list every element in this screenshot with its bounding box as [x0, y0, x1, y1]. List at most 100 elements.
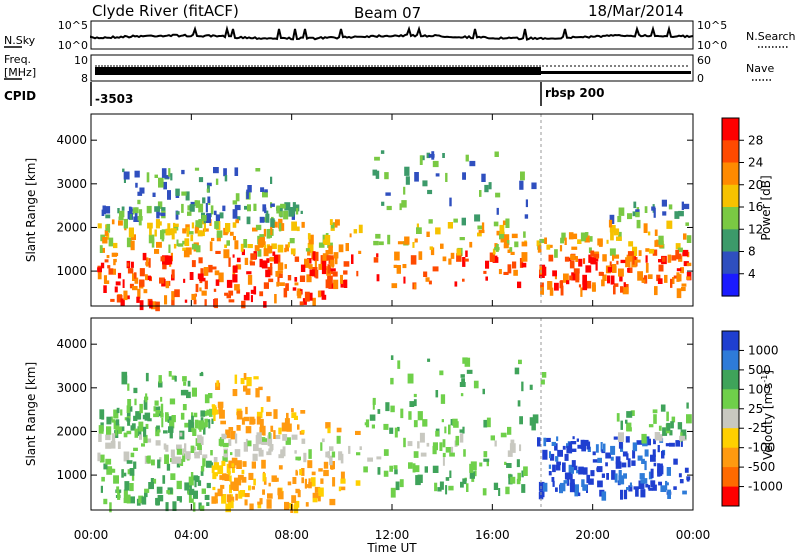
- echo-cell: [211, 237, 215, 241]
- echo-cell: [416, 227, 422, 234]
- echo-cell: [454, 281, 458, 287]
- echo-cell: [146, 456, 149, 463]
- echo-cell: [179, 432, 183, 437]
- echo-cell: [670, 421, 674, 429]
- echo-cell: [574, 492, 578, 497]
- echo-cell: [208, 393, 213, 399]
- echo-cell: [236, 257, 241, 263]
- echo-cell: [227, 471, 231, 475]
- echo-cell: [610, 445, 616, 455]
- colorbar-tick-label: 12: [748, 222, 763, 236]
- echo-cell: [308, 481, 312, 489]
- echo-cell: [160, 230, 165, 240]
- echo-cell: [127, 268, 134, 274]
- echo-cell: [233, 464, 236, 468]
- echo-cell: [138, 219, 142, 226]
- echo-cell: [264, 207, 267, 214]
- echo-cell: [249, 261, 255, 266]
- echo-cell: [193, 475, 199, 481]
- echo-cell: [384, 172, 389, 180]
- echo-cell: [266, 499, 272, 509]
- echo-cell: [413, 399, 417, 407]
- echo-cell: [544, 237, 547, 244]
- echo-cell: [123, 432, 128, 438]
- echo-cell: [442, 153, 445, 158]
- echo-cell: [462, 478, 467, 485]
- echo-cell: [560, 237, 564, 244]
- echo-cell: [577, 492, 581, 497]
- echo-cell: [566, 445, 573, 454]
- echo-cell: [509, 247, 513, 252]
- echo-cell: [676, 268, 682, 272]
- echo-cell: [327, 427, 331, 434]
- echo-cell: [569, 275, 573, 281]
- nsky-strip-frame: [90, 20, 694, 50]
- echo-cell: [250, 289, 256, 294]
- echo-cell: [149, 227, 152, 236]
- echo-cell: [618, 475, 625, 485]
- echo-cell: [494, 151, 499, 157]
- echo-cell: [98, 433, 102, 442]
- echo-cell: [167, 223, 171, 230]
- echo-cell: [643, 275, 648, 284]
- echo-cell: [137, 199, 141, 205]
- echo-cell: [580, 232, 586, 242]
- echo-cell: [114, 258, 117, 263]
- echo-cell: [499, 231, 505, 240]
- echo-cell: [155, 409, 161, 414]
- echo-cell: [570, 448, 577, 452]
- echo-cell: [332, 271, 338, 277]
- echo-cell: [235, 480, 239, 487]
- echo-cell: [185, 247, 192, 255]
- echo-cell: [250, 253, 256, 260]
- echo-cell: [312, 297, 316, 306]
- echo-cell: [301, 221, 305, 228]
- echo-cell: [243, 239, 248, 248]
- echo-cell: [243, 385, 248, 392]
- echo-cell: [670, 278, 673, 288]
- echo-cell: [175, 210, 179, 220]
- echo-cell: [267, 435, 273, 446]
- echo-cell: [349, 233, 352, 238]
- echo-cell: [97, 452, 101, 462]
- echo-cell: [578, 466, 584, 475]
- echo-cell: [163, 443, 167, 450]
- echo-cell: [278, 211, 283, 217]
- echo-cell: [376, 456, 382, 460]
- echo-cell: [247, 274, 253, 285]
- echo-cell: [141, 496, 147, 505]
- echo-cell: [194, 200, 198, 206]
- echo-cell: [210, 450, 213, 456]
- echo-cell: [210, 205, 214, 215]
- echo-cell: [167, 190, 171, 200]
- echo-cell: [296, 226, 300, 232]
- echo-cell: [171, 299, 175, 306]
- echo-cell: [623, 473, 627, 479]
- echo-cell: [136, 411, 141, 418]
- echo-cell: [262, 438, 267, 442]
- colorbar-frame: [721, 330, 740, 507]
- echo-cell: [209, 241, 213, 252]
- echo-cell: [265, 269, 271, 278]
- echo-cell: [683, 261, 689, 267]
- echo-cell: [654, 432, 661, 441]
- echo-cell: [556, 461, 559, 467]
- echo-cell: [462, 357, 468, 364]
- echo-cell: [203, 267, 209, 276]
- echo-cell: [430, 247, 435, 256]
- echo-cell: [167, 255, 173, 265]
- echo-cell: [188, 488, 195, 495]
- echo-cell: [261, 262, 267, 268]
- echo-cell: [300, 410, 306, 414]
- echo-cell: [377, 467, 381, 475]
- echo-cell: [314, 486, 321, 493]
- echo-cell: [653, 208, 656, 218]
- echo-cell: [215, 250, 221, 254]
- echo-cell: [234, 374, 238, 384]
- echo-cell: [164, 454, 169, 464]
- echo-cell: [331, 451, 336, 458]
- echo-cell: [666, 411, 669, 422]
- echo-cell: [613, 285, 616, 295]
- echo-cell: [396, 265, 401, 274]
- echo-cell: [409, 401, 415, 407]
